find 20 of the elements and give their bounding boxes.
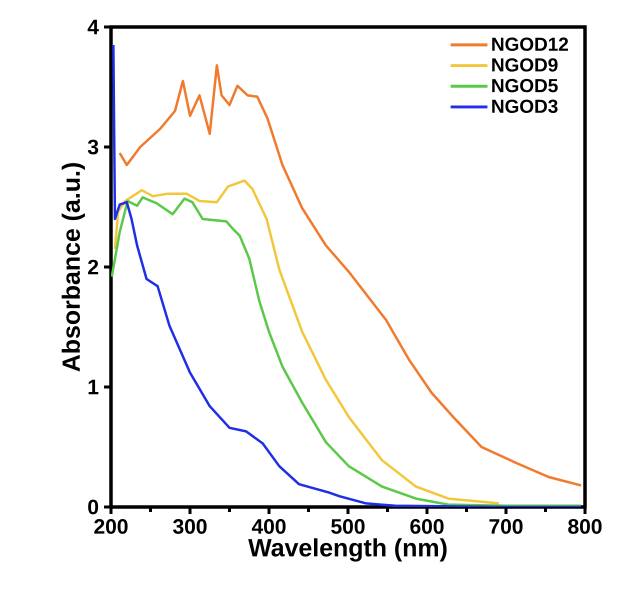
y-tick-label: 2 bbox=[88, 260, 98, 274]
x-tick-label: 600 bbox=[410, 519, 444, 534]
line-series bbox=[114, 179, 500, 505]
legend-label: NGOD12 bbox=[492, 38, 568, 51]
x-tick-label: 700 bbox=[489, 519, 523, 534]
y-tick-label: 0 bbox=[88, 500, 98, 514]
x-axis-title: Wavelength (nm) bbox=[248, 538, 447, 562]
x-tick-label: 500 bbox=[331, 519, 365, 534]
line-series bbox=[111, 196, 582, 507]
y-axis-title: Absorbance (a.u.) bbox=[62, 163, 85, 372]
x-tick-label: 800 bbox=[568, 519, 602, 534]
y-tick-label: 3 bbox=[88, 140, 98, 154]
legend-label: NGOD3 bbox=[492, 100, 558, 114]
x-tick-label: 400 bbox=[252, 519, 286, 534]
y-tick-label: 4 bbox=[88, 20, 99, 34]
legend-label: NGOD5 bbox=[492, 78, 558, 92]
x-tick-label: 200 bbox=[94, 519, 128, 534]
legend-label: NGOD9 bbox=[492, 58, 558, 72]
y-tick-label: 1 bbox=[88, 380, 98, 394]
x-tick-label: 300 bbox=[173, 519, 207, 534]
